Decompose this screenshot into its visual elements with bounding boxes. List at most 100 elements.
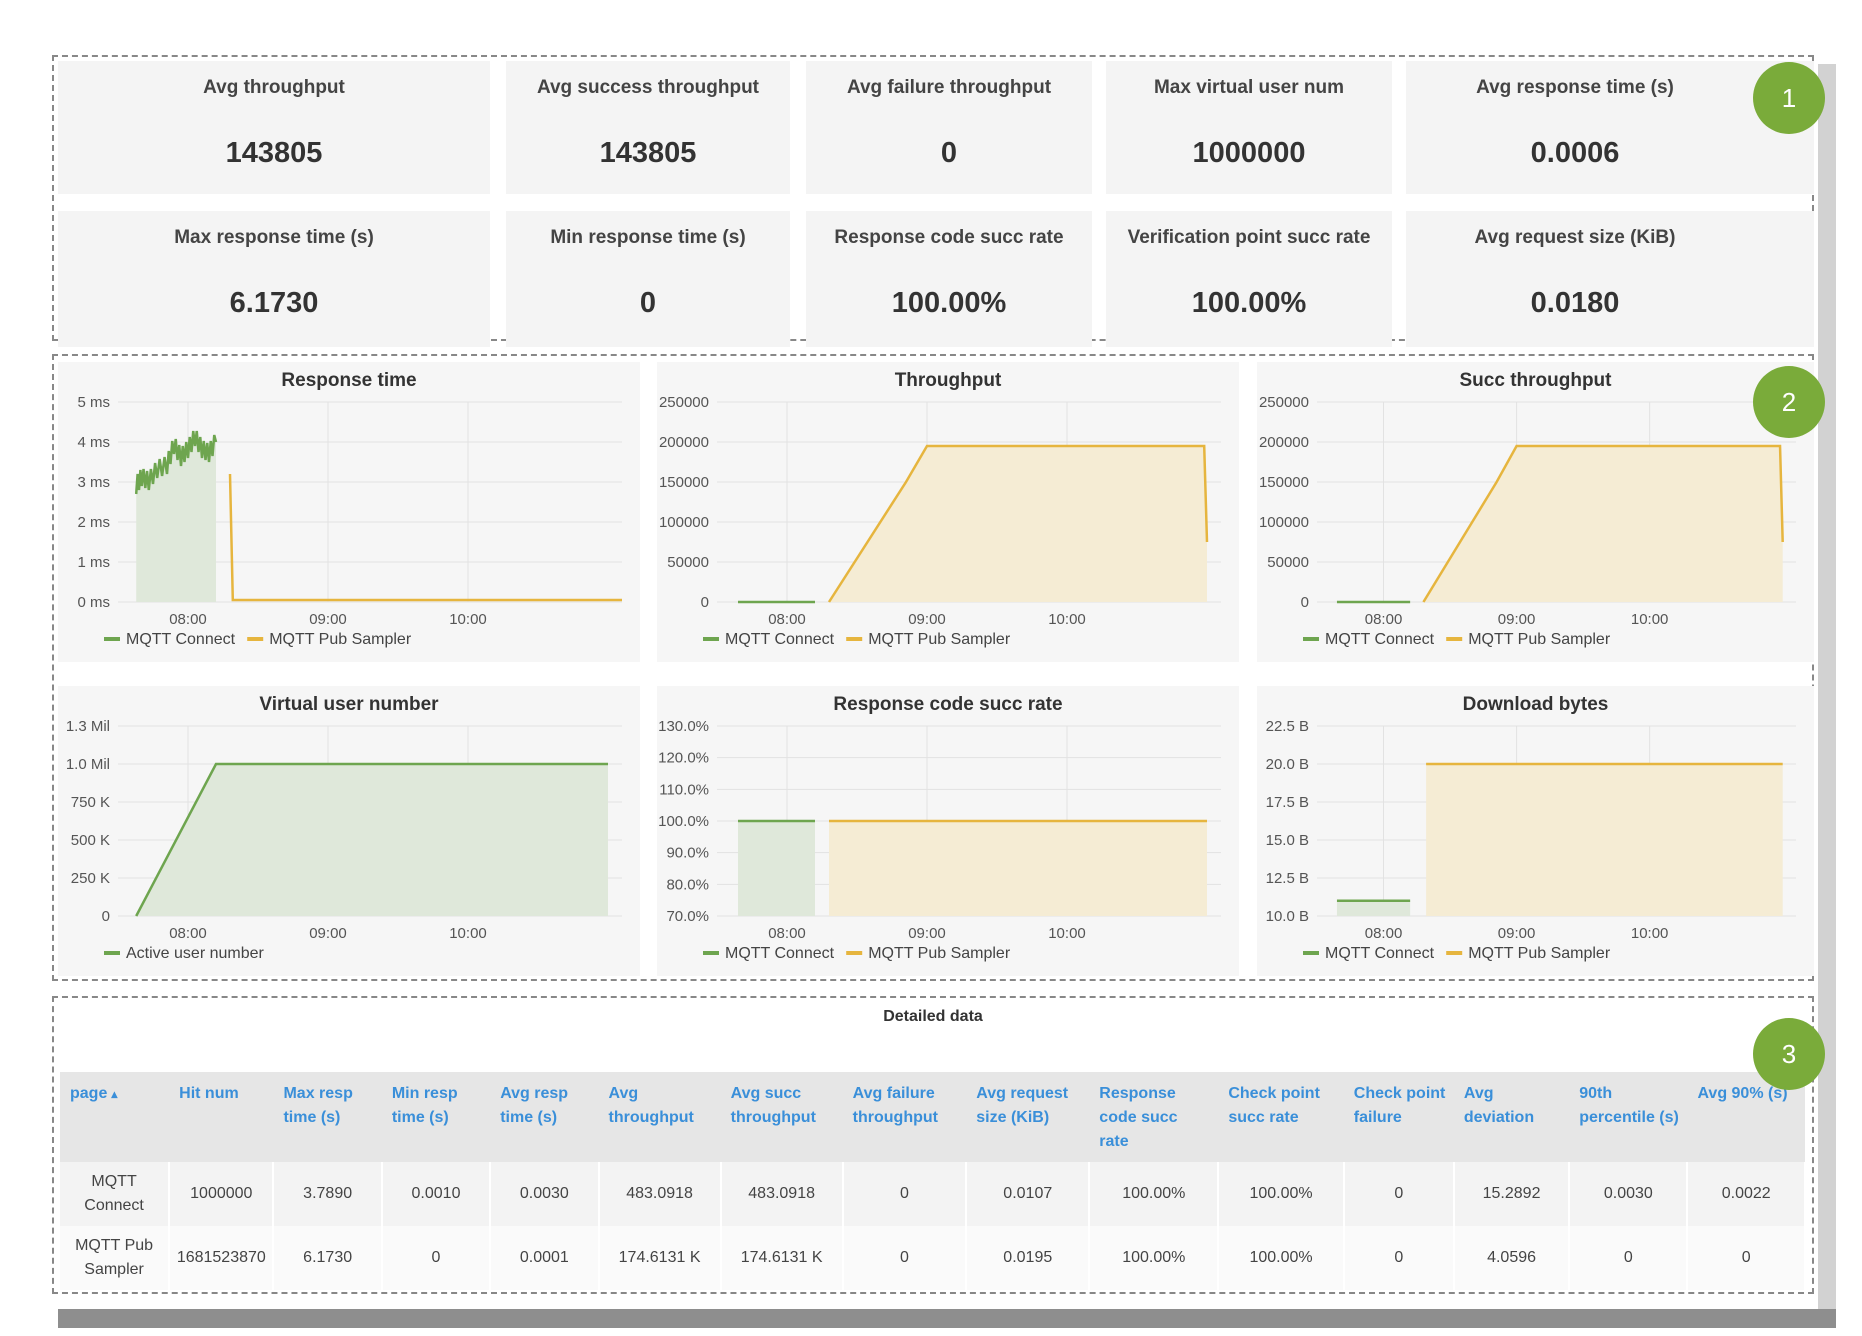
y-tick-label: 1 ms (77, 554, 110, 571)
column-header-11[interactable]: Check point failure (1343, 1072, 1454, 1162)
column-header-label: Avg resp time (s) (500, 1085, 569, 1126)
series-line-1 (827, 444, 1209, 603)
legend-label[interactable]: MQTT Connect (1325, 631, 1435, 648)
chart-svg: Throughput 250000 200000 150000 100000 50000 0… (659, 370, 1221, 648)
chart-title: Download bytes (1463, 694, 1609, 715)
y-tick-label: 250000 (659, 394, 709, 411)
column-header-5[interactable]: Avg throughput (598, 1072, 721, 1162)
charts-section (52, 354, 1814, 981)
column-header-2[interactable]: Max resp time (s) (273, 1072, 382, 1162)
table-cell: 483.0918 (598, 1162, 722, 1226)
chart-panel-4: Response code succ rate 130.0% 120.0% 110.0… (657, 686, 1239, 976)
table-cell: 100.00% (1089, 1162, 1220, 1226)
table-cell: 4.0596 (1453, 1226, 1571, 1290)
y-tick-label: 100.0% (658, 813, 709, 830)
legend-label[interactable]: MQTT Connect (725, 631, 835, 648)
y-tick-label: 70.0% (666, 908, 709, 925)
x-tick-label: 08:00 (1365, 925, 1403, 942)
legend-label[interactable]: MQTT Connect (126, 631, 236, 648)
legend-label[interactable]: MQTT Pub Sampler (868, 945, 1011, 962)
y-tick-label: 1.3 Mil (66, 718, 110, 735)
chart-panel-0: Response time 5 ms 4 ms 3 ms 2 ms 1 ms 0 ms 08:… (58, 362, 640, 662)
stat-card: Avg response time (s) 0.0006 (1406, 61, 1814, 194)
x-tick-label: 10:00 (1048, 925, 1086, 942)
series-area-1 (829, 446, 1207, 602)
y-tick-label: 2 ms (77, 514, 110, 531)
legend-label[interactable]: MQTT Connect (725, 945, 835, 962)
column-header-label: Response code succ rate (1099, 1085, 1178, 1150)
table-cell: 0.0022 (1687, 1162, 1806, 1226)
chart-svg: Response code succ rate 130.0% 120.0% 110.0… (658, 694, 1221, 962)
y-tick-label: 120.0% (658, 750, 709, 767)
x-tick-label: 08:00 (1365, 611, 1403, 628)
stat-card: Max virtual user num 1000000 (1106, 61, 1392, 194)
column-header-9[interactable]: Response code succ rate (1089, 1072, 1219, 1162)
column-header-4[interactable]: Avg resp time (s) (490, 1072, 599, 1162)
column-header-label: 90th percentile (s) (1579, 1085, 1679, 1126)
stat-label: Max virtual user num (1153, 77, 1345, 98)
table-cell: 100.00% (1089, 1226, 1220, 1290)
legend-label[interactable]: MQTT Connect (1325, 945, 1435, 962)
y-tick-label: 12.5 B (1266, 870, 1309, 887)
stat-label: Min response time (s) (550, 227, 746, 248)
chart-title: Throughput (895, 370, 1002, 391)
y-tick-label: 500 K (71, 832, 110, 849)
chart-svg: Virtual user number 1.3 Mil 1.0 Mil 750 K 50… (66, 694, 622, 962)
sort-asc-icon[interactable]: ▴ (111, 1087, 118, 1101)
column-header-0[interactable]: page ▴ (60, 1072, 170, 1162)
legend-label[interactable]: Active user number (126, 945, 265, 962)
column-header-10[interactable]: Check point succ rate (1218, 1072, 1344, 1162)
stat-label: Avg throughput (203, 77, 345, 98)
y-tick-label: 17.5 B (1266, 794, 1309, 811)
y-tick-label: 0 (1301, 594, 1309, 611)
table-row: MQTT Pub Sampler 1681523870 6.1730 0 0.0001 1… (60, 1226, 1806, 1290)
x-tick-label: 08:00 (169, 925, 207, 942)
y-tick-label: 22.5 B (1266, 718, 1309, 735)
y-tick-label: 3 ms (77, 474, 110, 491)
legend-label[interactable]: MQTT Pub Sampler (1468, 631, 1611, 648)
chart-title: Response code succ rate (833, 694, 1062, 715)
column-header-3[interactable]: Min resp time (s) (381, 1072, 491, 1162)
column-header-12[interactable]: Avg deviation (1453, 1072, 1570, 1162)
chart-svg: Succ throughput 250000 200000 150000 100000 5… (1259, 370, 1796, 648)
table-cell: MQTT Pub Sampler (60, 1226, 171, 1290)
x-tick-label: 10:00 (449, 925, 487, 942)
y-tick-label: 5 ms (77, 394, 110, 411)
table-cell: MQTT Connect (60, 1162, 171, 1226)
table-cell: 483.0918 (720, 1162, 844, 1226)
y-tick-label: 110.0% (659, 781, 709, 798)
column-header-label: Avg deviation (1463, 1085, 1535, 1126)
y-tick-label: 50000 (667, 554, 709, 571)
table-cell: 15.2892 (1453, 1162, 1571, 1226)
x-tick-label: 08:00 (768, 611, 806, 628)
column-header-13[interactable]: 90th percentile (s) (1569, 1072, 1688, 1162)
x-tick-label: 10:00 (1631, 925, 1669, 942)
y-tick-label: 0 (701, 594, 709, 611)
legend-label[interactable]: MQTT Pub Sampler (1468, 945, 1611, 962)
column-header-label: Min resp time (s) (391, 1085, 458, 1126)
detailed-data-table: page ▴ Hit num Max resp time (s) Min resp ti… (60, 1072, 1806, 1290)
x-tick-label: 09:00 (1498, 925, 1536, 942)
stat-card: Max response time (s) 6.1730 (58, 211, 490, 347)
y-tick-label: 250000 (1259, 394, 1309, 411)
stat-label: Avg success throughput (536, 77, 760, 98)
series-line-0 (134, 430, 218, 495)
stat-value: 0.0180 (1530, 287, 1620, 319)
series-area-0 (136, 764, 608, 916)
stat-card: Avg throughput 143805 (58, 61, 490, 194)
y-tick-label: 250 K (71, 870, 110, 887)
column-header-6[interactable]: Avg succ throughput (720, 1072, 843, 1162)
detailed-data-section: Detailed data page ▴ Hit num Max resp time … (52, 996, 1814, 1294)
column-header-8[interactable]: Avg request size (KiB) (966, 1072, 1090, 1162)
x-tick-label: 09:00 (1498, 611, 1536, 628)
column-header-1[interactable]: Hit num (169, 1072, 274, 1162)
stat-value: 0 (639, 287, 657, 319)
table-cell: 174.6131 K (720, 1226, 844, 1290)
chart-panel-1: Throughput 250000 200000 150000 100000 50000 0… (657, 362, 1239, 662)
x-tick-label: 10:00 (449, 611, 487, 628)
legend-label[interactable]: MQTT Pub Sampler (269, 631, 412, 648)
stat-value: 100.00% (891, 287, 1007, 319)
stat-value: 100.00% (1191, 287, 1307, 319)
column-header-7[interactable]: Avg failure throughput (842, 1072, 967, 1162)
legend-label[interactable]: MQTT Pub Sampler (868, 631, 1011, 648)
